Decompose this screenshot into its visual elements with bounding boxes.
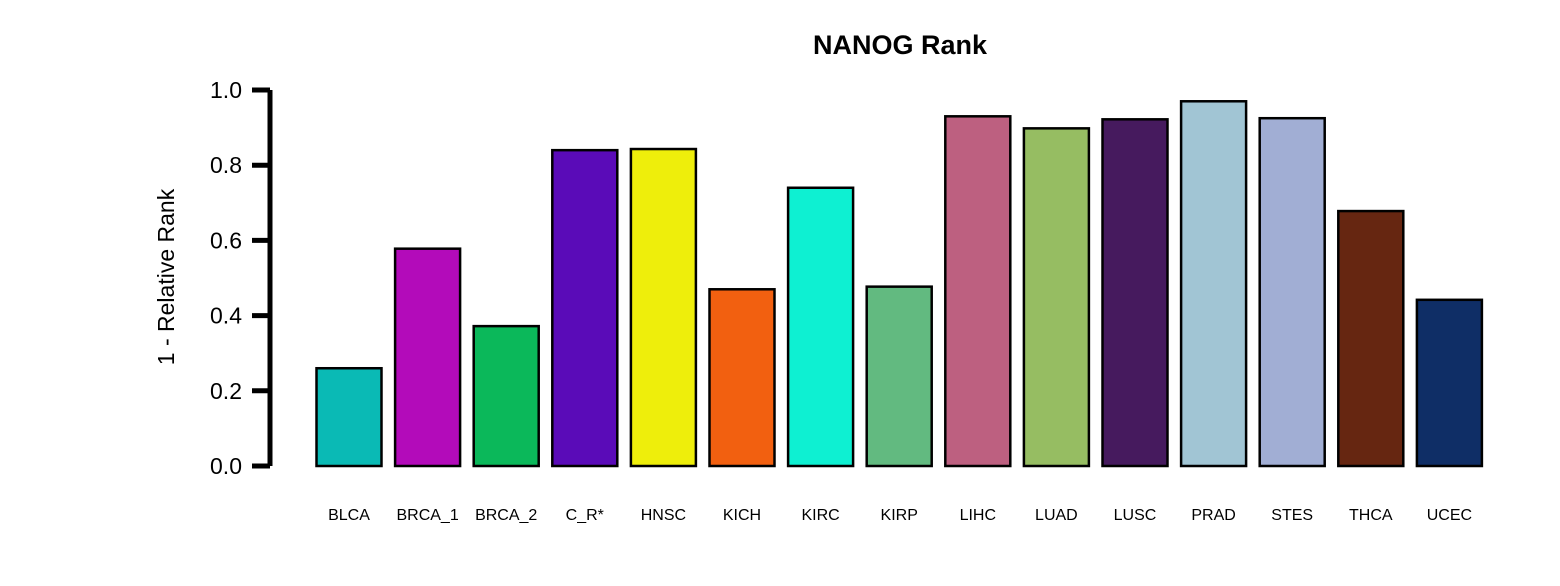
x-axis-labels: BLCA BRCA_1 BRCA_2 C_R* HNSC KICH KIRC KIRP LIHC… <box>328 507 1472 524</box>
y-tick-label: 0.4 <box>210 303 242 329</box>
bar-lihc <box>944 115 1012 468</box>
x-tick-label: KIRC <box>801 507 839 524</box>
x-tick-label: PRAD <box>1191 507 1235 524</box>
bar-kirp <box>865 285 933 468</box>
bar-brca-1 <box>393 247 462 468</box>
bar-blca <box>315 366 383 468</box>
bar-brca-2 <box>472 324 540 468</box>
x-tick-label: UCEC <box>1427 507 1472 524</box>
bar-c-r <box>551 148 619 468</box>
y-tick-label: 0.8 <box>210 152 242 178</box>
chart-title: NANOG Rank <box>813 30 988 60</box>
bar-kirc <box>786 186 855 468</box>
x-tick-label: LUSC <box>1114 507 1157 524</box>
x-tick-label: LIHC <box>960 507 996 524</box>
y-tick-label: 0.0 <box>210 453 242 479</box>
x-tick-label: BRCA_2 <box>475 507 537 524</box>
bar-luad <box>1022 127 1091 468</box>
bar-lusc <box>1101 118 1169 468</box>
x-tick-label: C_R* <box>566 507 604 524</box>
x-tick-label: KIRP <box>881 507 918 524</box>
bars <box>315 100 1484 468</box>
x-tick-label: HNSC <box>641 507 686 524</box>
y-axis: 0.0 0.2 0.4 0.6 0.8 1.0 <box>210 77 273 479</box>
x-tick-label: BLCA <box>328 507 370 524</box>
bar-stes <box>1258 116 1326 468</box>
bar-thca <box>1337 209 1405 468</box>
bar-kich <box>708 288 776 468</box>
x-tick-label: STES <box>1271 507 1313 524</box>
y-tick-label: 1.0 <box>210 77 242 103</box>
y-tick-label: 0.2 <box>210 378 242 404</box>
bar-hnsc <box>629 147 698 468</box>
bar-ucec <box>1415 298 1484 468</box>
y-tick-label: 0.6 <box>210 227 242 253</box>
y-axis-label: 1 - Relative Rank <box>153 188 179 365</box>
bar-prad <box>1179 100 1248 468</box>
x-tick-label: KICH <box>723 507 761 524</box>
x-tick-label: THCA <box>1349 507 1393 524</box>
x-tick-label: LUAD <box>1035 507 1078 524</box>
x-tick-label: BRCA_1 <box>396 507 458 524</box>
